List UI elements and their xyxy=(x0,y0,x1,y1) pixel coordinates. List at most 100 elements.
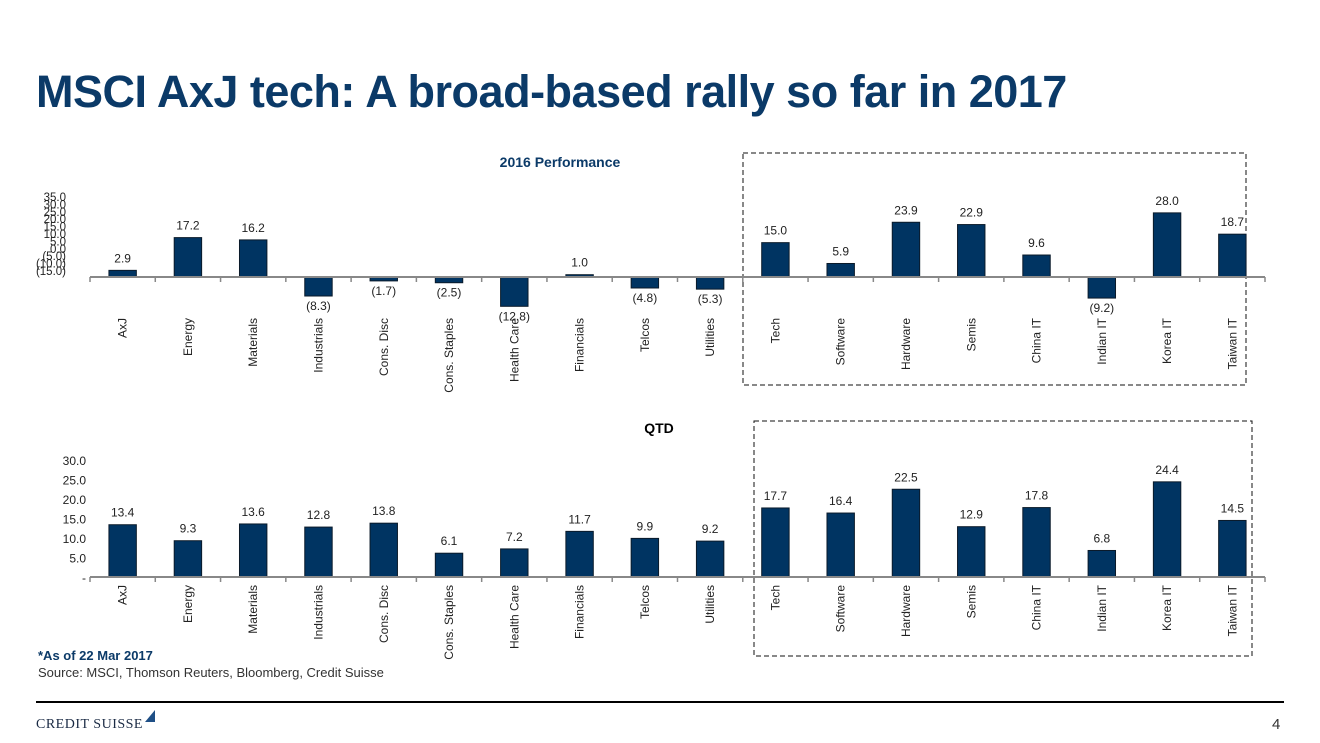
bar-telcos xyxy=(630,276,660,289)
data-label: 24.4 xyxy=(1155,463,1179,477)
category-label: Hardware xyxy=(899,585,913,637)
data-label: (9.2) xyxy=(1089,301,1114,315)
category-label: Health Care xyxy=(507,318,521,382)
data-label: (5.3) xyxy=(698,292,723,306)
category-label: Industrials xyxy=(311,318,325,373)
data-label: 13.4 xyxy=(111,506,135,520)
y-tick-label: 5.0 xyxy=(69,552,86,566)
data-label: 5.9 xyxy=(832,244,849,258)
bar-hardware xyxy=(891,221,921,278)
category-label: Semis xyxy=(964,585,978,618)
y-tick-label: 0.0 xyxy=(50,244,66,256)
bar-china-it xyxy=(1022,507,1051,578)
slide-title: MSCI AxJ tech: A broad-based rally so fa… xyxy=(36,66,1067,117)
logo-text: CREDIT SUISSE xyxy=(36,717,143,732)
category-label: Materials xyxy=(246,318,260,367)
y-tick-label: - xyxy=(82,571,86,585)
y-tick-label: (5.0) xyxy=(42,251,66,263)
source-note: Source: MSCI, Thomson Reuters, Bloomberg… xyxy=(38,665,384,680)
category-label: Taiwan IT xyxy=(1225,584,1239,636)
bar-semis xyxy=(957,224,986,278)
category-label: Korea IT xyxy=(1160,317,1174,364)
category-label: Cons. Staples xyxy=(442,318,456,393)
data-label: 28.0 xyxy=(1155,194,1179,208)
footer-divider xyxy=(36,701,1284,703)
data-label: 9.2 xyxy=(702,522,719,536)
category-label: Financials xyxy=(573,318,587,372)
bar-health-care xyxy=(500,276,529,307)
category-label: Cons. Disc xyxy=(377,318,391,376)
bar-semis xyxy=(957,526,986,578)
y-tick-label: 25.0 xyxy=(44,207,66,219)
data-label: 6.1 xyxy=(441,534,458,548)
data-label: (1.7) xyxy=(371,284,396,298)
data-label: 14.5 xyxy=(1221,501,1245,515)
chart-title: 2016 Performance xyxy=(500,154,621,170)
bar-financials xyxy=(565,530,594,578)
category-label: Energy xyxy=(181,585,195,623)
y-tick-label: 15.0 xyxy=(63,513,87,527)
category-label: Utilities xyxy=(703,318,717,357)
bar-software xyxy=(826,512,855,578)
category-label: Indian IT xyxy=(1095,317,1109,364)
data-label: 17.8 xyxy=(1025,489,1049,503)
data-label: 22.9 xyxy=(960,206,984,220)
y-tick-label: 10.0 xyxy=(63,532,87,546)
data-label: 18.7 xyxy=(1221,215,1245,229)
bar-utilities xyxy=(695,276,725,290)
category-label: Financials xyxy=(573,585,587,639)
bar-health-care xyxy=(500,548,529,578)
category-label: Semis xyxy=(964,318,978,351)
data-label: 12.8 xyxy=(307,508,331,522)
bar-taiwan-it xyxy=(1218,519,1247,578)
category-label: Utilities xyxy=(703,585,717,624)
data-label: 16.2 xyxy=(242,221,266,235)
category-label: China IT xyxy=(1030,317,1044,363)
y-tick-label: 35.0 xyxy=(44,192,66,204)
category-label: Industrials xyxy=(311,585,325,640)
tech-highlight-box xyxy=(753,420,1253,657)
category-label: Telcos xyxy=(638,585,652,619)
data-label: (12.8) xyxy=(499,309,530,323)
data-label: 13.6 xyxy=(242,505,266,519)
bar-cons-staples xyxy=(434,552,464,578)
data-label: (4.8) xyxy=(633,291,658,305)
bar-tech xyxy=(761,242,790,278)
bar-taiwan-it xyxy=(1218,233,1247,278)
category-label: China IT xyxy=(1030,584,1044,630)
y-tick-label: 20.0 xyxy=(63,493,87,507)
bar-korea-it xyxy=(1152,481,1182,578)
data-label: 7.2 xyxy=(506,530,523,544)
data-label: (8.3) xyxy=(306,299,331,313)
category-label: AxJ xyxy=(116,318,130,338)
bar-industrials xyxy=(304,276,333,297)
data-label: 9.9 xyxy=(637,519,654,533)
category-label: Software xyxy=(834,318,848,366)
y-tick-label: 15.0 xyxy=(44,222,66,234)
data-label: 9.3 xyxy=(180,522,197,536)
bar-axj xyxy=(108,524,137,578)
y-tick-label: 30.0 xyxy=(44,199,66,211)
data-label: 15.0 xyxy=(764,224,788,238)
bar-materials xyxy=(238,523,268,578)
category-label: Hardware xyxy=(899,318,913,370)
bar-utilities xyxy=(695,540,725,578)
data-label: 1.0 xyxy=(571,256,588,270)
data-label: 6.8 xyxy=(1093,531,1110,545)
bar-software xyxy=(826,262,855,278)
category-label: Taiwan IT xyxy=(1225,317,1239,369)
category-label: Health Care xyxy=(507,585,521,649)
data-label: 2.9 xyxy=(114,251,131,265)
data-label: 16.4 xyxy=(829,494,853,508)
bar-industrials xyxy=(304,526,333,578)
category-label: Software xyxy=(834,585,848,633)
bar-cons-disc xyxy=(369,522,398,578)
bar-energy xyxy=(173,237,203,278)
y-tick-label: 20.0 xyxy=(44,214,66,226)
data-label: 17.7 xyxy=(764,489,788,503)
category-label: Indian IT xyxy=(1095,584,1109,631)
y-tick-label: 5.0 xyxy=(50,236,66,248)
y-tick-label: 25.0 xyxy=(63,474,87,488)
data-label: 13.8 xyxy=(372,504,396,518)
